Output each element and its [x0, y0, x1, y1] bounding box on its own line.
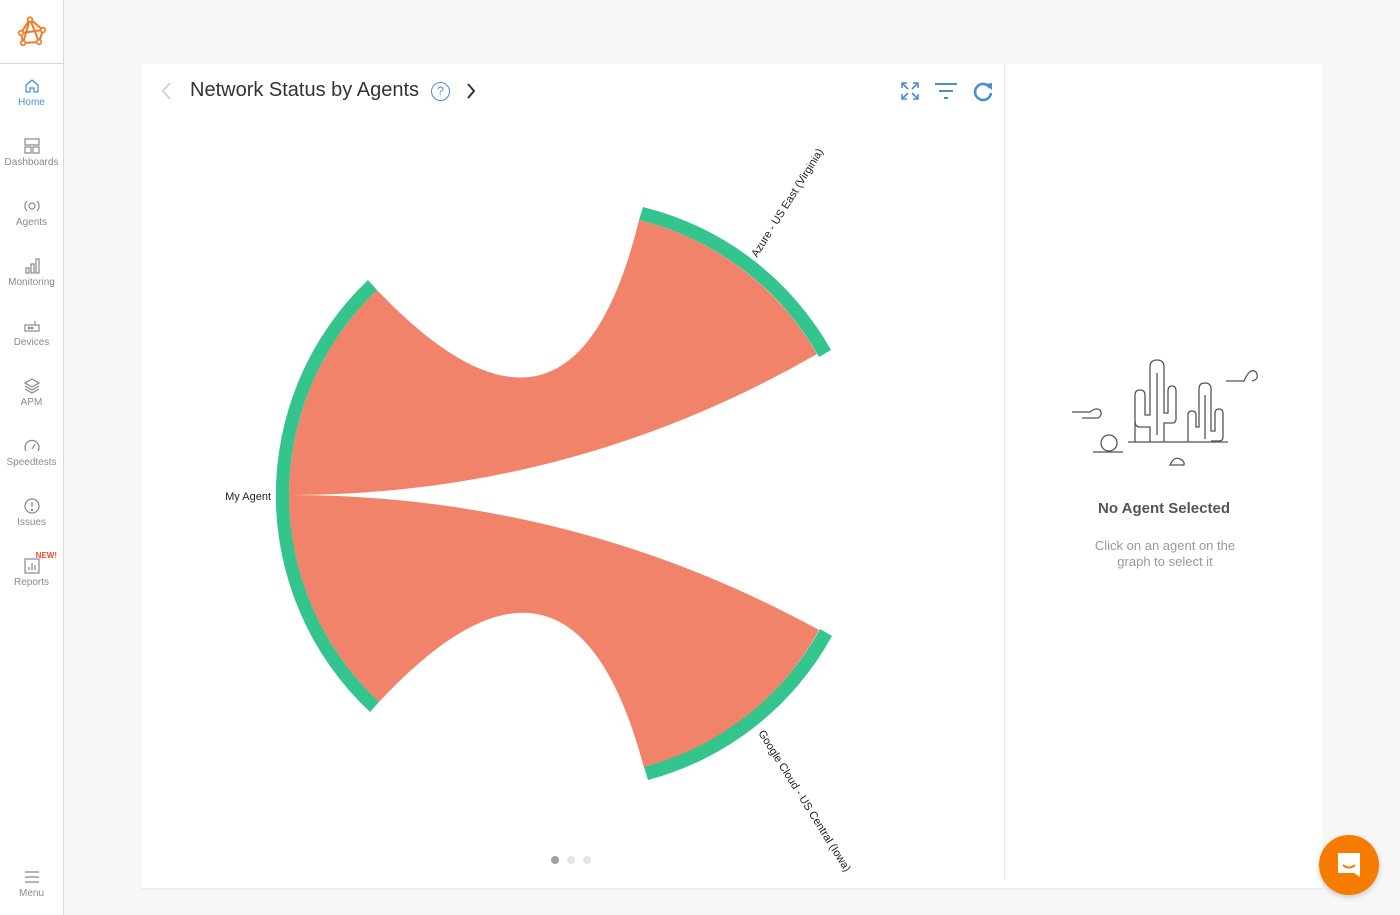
refresh-icon	[973, 82, 993, 102]
sidebar-item-apm[interactable]: APM	[0, 377, 63, 408]
expand-icon	[901, 82, 919, 100]
page-dot-1[interactable]	[551, 856, 559, 864]
sidebar: Home Dashboards Agents Monitoring Device…	[0, 0, 64, 915]
menu-icon	[24, 871, 39, 883]
chevron-left-icon	[161, 82, 171, 100]
sidebar-item-home[interactable]: Home	[0, 77, 63, 108]
no-agent-subtitle: Click on an agent on the graph to select…	[1094, 538, 1236, 569]
sidebar-item-devices[interactable]: Devices	[0, 317, 63, 348]
sidebar-item-label: Agents	[15, 217, 48, 228]
no-agent-title: No Agent Selected	[1098, 500, 1230, 517]
widget-title: Network Status by Agents	[190, 79, 420, 101]
chat-icon	[1338, 853, 1360, 877]
panel-divider	[1004, 64, 1005, 880]
sidebar-item-label: Dashboards	[4, 157, 59, 168]
monitoring-icon	[24, 258, 40, 274]
page-dot-3[interactable]	[583, 856, 591, 864]
logo-icon	[17, 15, 46, 46]
node-label-google[interactable]: Google Cloud - US Central (Iowa)	[755, 728, 852, 874]
chevron-right-icon	[467, 83, 476, 99]
node-label-my-agent[interactable]: My Agent	[225, 491, 271, 503]
devices-icon	[23, 321, 40, 332]
sidebar-item-monitoring[interactable]: Monitoring	[0, 257, 63, 288]
ribbon-my-agent-azure[interactable]	[289, 220, 817, 495]
sidebar-item-label: Speedtests	[6, 457, 57, 468]
new-badge: NEW!	[35, 551, 57, 560]
sidebar-item-label: Reports	[13, 577, 49, 588]
desert-illustration-icon	[1072, 359, 1258, 466]
home-icon	[24, 79, 39, 93]
help-button[interactable]: ?	[431, 82, 450, 101]
issues-icon	[23, 498, 40, 514]
reports-icon	[23, 558, 40, 574]
ribbon-my-agent-google[interactable]	[289, 495, 819, 768]
filter-icon	[935, 83, 957, 99]
filter-button[interactable]	[934, 81, 958, 106]
sidebar-item-reports[interactable]: NEW! Reports	[0, 551, 63, 588]
sidebar-item-label: Devices	[13, 337, 50, 348]
chat-launcher-button[interactable]	[1319, 835, 1379, 895]
sidebar-item-label: Monitoring	[8, 277, 55, 288]
apm-icon	[23, 378, 40, 394]
node-arc-google[interactable]	[644, 629, 832, 780]
sidebar-item-issues[interactable]: Issues	[0, 497, 63, 528]
node-label-azure[interactable]: Azure - US East (Virginia)	[749, 147, 826, 260]
dashboards-icon	[23, 138, 40, 154]
page-dot-2[interactable]	[567, 856, 575, 864]
node-arc-my-agent[interactable]	[275, 280, 379, 712]
agents-icon	[23, 200, 40, 212]
next-widget-button[interactable]	[464, 80, 478, 107]
node-arc-azure[interactable]	[639, 207, 831, 357]
speedtests-icon	[23, 439, 40, 452]
sidebar-item-dashboards[interactable]: Dashboards	[0, 137, 63, 168]
sidebar-item-label: Issues	[17, 517, 46, 528]
refresh-button[interactable]	[972, 81, 994, 108]
sidebar-item-speedtests[interactable]: Speedtests	[0, 437, 63, 468]
logo[interactable]	[0, 0, 63, 64]
chord-chart: My Agent Azure - US East (Virginia) Goog…	[225, 147, 853, 874]
sidebar-item-label: APM	[20, 397, 43, 408]
sidebar-item-agents[interactable]: Agents	[0, 197, 63, 228]
menu-label: Menu	[18, 888, 44, 899]
previous-widget-button[interactable]	[160, 80, 172, 108]
menu-button[interactable]: Menu	[0, 868, 63, 899]
pagination-dots	[551, 856, 591, 864]
expand-button[interactable]	[900, 81, 920, 106]
sidebar-item-label: Home	[18, 97, 45, 108]
